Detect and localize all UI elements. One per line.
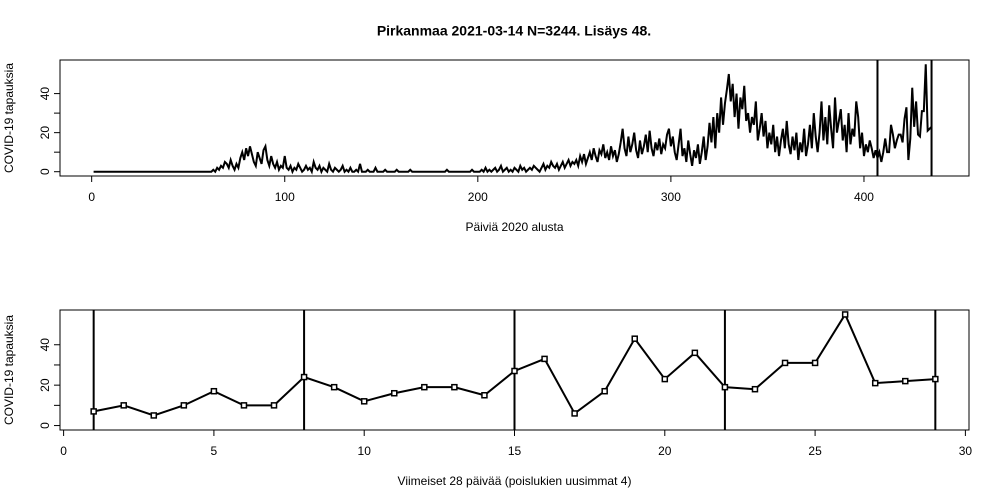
data-point bbox=[150, 412, 158, 419]
x-tick-label: 5 bbox=[211, 444, 218, 458]
data-point bbox=[541, 355, 548, 363]
data-point bbox=[391, 389, 398, 397]
y-tick-label: 40 bbox=[38, 87, 52, 101]
x-tick-label: 25 bbox=[808, 444, 822, 458]
y-tick-label: 20 bbox=[38, 126, 52, 140]
data-point bbox=[120, 402, 127, 409]
data-point bbox=[751, 385, 759, 393]
x-tick-label: 15 bbox=[508, 444, 522, 458]
data-point bbox=[270, 402, 278, 409]
x-tick-label: 20 bbox=[658, 444, 672, 458]
x-tick-label: 0 bbox=[60, 444, 67, 458]
data-point bbox=[451, 383, 458, 391]
data-point bbox=[811, 359, 819, 367]
data-point bbox=[871, 379, 879, 387]
data-point bbox=[481, 392, 488, 399]
data-point bbox=[180, 402, 188, 409]
data-point bbox=[932, 375, 939, 383]
data-point bbox=[601, 387, 608, 395]
x-tick-label: 0 bbox=[88, 190, 95, 204]
data-point bbox=[721, 383, 729, 391]
data-point bbox=[631, 335, 638, 342]
plot-box bbox=[59, 59, 970, 177]
data-line bbox=[93, 64, 933, 175]
x-tick-label: 30 bbox=[959, 444, 973, 458]
data-point bbox=[90, 408, 97, 415]
y-tick-label: 20 bbox=[38, 378, 52, 392]
data-point bbox=[240, 402, 248, 409]
x-tick-label: 400 bbox=[854, 190, 874, 204]
y-tick-label: 0 bbox=[38, 168, 52, 175]
data-point bbox=[571, 410, 578, 417]
y-axis-label: COVID-19 tapauksia bbox=[2, 315, 16, 425]
data-point bbox=[841, 311, 849, 318]
data-point bbox=[661, 375, 669, 383]
y-tick-label: 40 bbox=[38, 338, 52, 352]
x-tick-label: 100 bbox=[275, 190, 295, 204]
chart-title: Pirkanmaa 2021-03-14 N=3244. Lisäys 48. bbox=[377, 23, 651, 39]
data-point bbox=[330, 383, 338, 391]
data-point bbox=[210, 387, 218, 395]
data-point bbox=[691, 349, 699, 357]
x-tick-label: 200 bbox=[468, 190, 488, 204]
x-tick-label: 10 bbox=[358, 444, 372, 458]
data-point bbox=[421, 383, 428, 391]
data-point bbox=[511, 367, 518, 375]
data-point bbox=[300, 373, 308, 381]
data-point bbox=[781, 359, 789, 367]
y-tick-label: 0 bbox=[38, 422, 52, 429]
data-point bbox=[360, 398, 368, 405]
y-axis-label: COVID-19 tapauksia bbox=[2, 63, 16, 173]
x-tick-label: 300 bbox=[661, 190, 681, 204]
data-point bbox=[902, 377, 909, 385]
x-axis-label: Viimeiset 28 päivää (poislukien uusimmat… bbox=[398, 474, 632, 488]
x-axis-label: Päiviä 2020 alusta bbox=[465, 220, 563, 234]
